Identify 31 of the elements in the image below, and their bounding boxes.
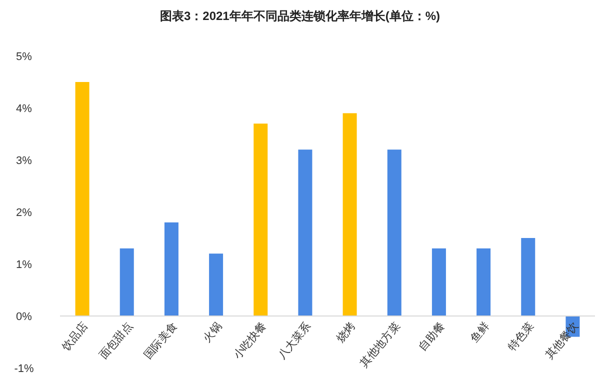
x-tick-label: 自助餐 [416, 320, 448, 354]
x-tick-label: 火锅 [200, 320, 224, 345]
x-tick-label: 其他地方菜 [357, 320, 403, 370]
bar [254, 124, 268, 316]
x-tick-label: 八大菜系 [275, 320, 314, 362]
x-tick-label: 鱼鲜 [468, 320, 492, 345]
bar [120, 248, 134, 316]
y-tick-label: 0% [16, 311, 32, 323]
bar [342, 113, 357, 316]
x-tick-label: 烧烤 [334, 320, 358, 345]
bar [209, 254, 224, 316]
chart-title: 图表3：2021年年不同品类连锁化率年增长(单位：%) [160, 9, 440, 23]
bar [75, 82, 90, 316]
y-tick-label: 5% [16, 51, 32, 63]
y-tick-label: -1% [14, 363, 34, 375]
x-tick-label: 饮品店 [58, 320, 91, 354]
bar [432, 248, 446, 316]
y-tick-label: 2% [16, 207, 32, 219]
bar [164, 222, 178, 316]
y-tick-label: 3% [16, 155, 32, 167]
x-tick-label: 面包甜点 [96, 320, 136, 362]
bar [298, 150, 312, 316]
x-tick-label: 特色菜 [505, 320, 536, 354]
bar [476, 248, 491, 316]
y-tick-label: 1% [16, 259, 32, 271]
bar [521, 238, 536, 316]
x-tick-label: 国际美食 [142, 320, 180, 362]
bar [387, 150, 402, 316]
x-tick-label: 其他餐饮 [542, 320, 582, 362]
x-tick-label: 小吃快餐 [230, 320, 269, 362]
y-tick-label: 4% [16, 103, 32, 115]
